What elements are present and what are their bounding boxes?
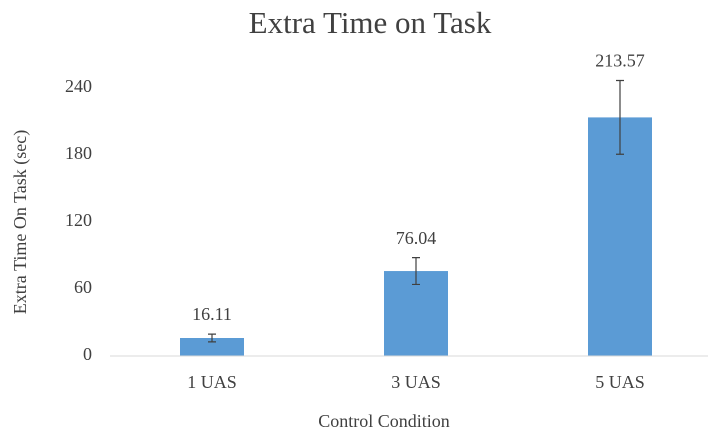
error-bar bbox=[412, 257, 420, 286]
y-tick-label: 120 bbox=[65, 210, 92, 230]
error-bar bbox=[208, 333, 216, 343]
y-tick-label: 180 bbox=[65, 143, 92, 163]
y-tick-label: 0 bbox=[83, 344, 92, 364]
data-label: 76.04 bbox=[396, 228, 437, 248]
chart-title: Extra Time on Task bbox=[249, 5, 492, 40]
bar bbox=[180, 338, 244, 356]
bar bbox=[588, 117, 652, 356]
y-axis-title: Extra Time On Task (sec) bbox=[10, 130, 31, 314]
bar bbox=[384, 271, 448, 356]
error-bar bbox=[616, 79, 624, 155]
data-label: 213.57 bbox=[595, 51, 645, 71]
x-axis-title: Control Condition bbox=[318, 411, 450, 431]
x-tick-label: 3 UAS bbox=[391, 372, 441, 392]
data-label: 16.11 bbox=[192, 304, 232, 324]
x-tick-label: 5 UAS bbox=[595, 372, 645, 392]
x-tick-label: 1 UAS bbox=[187, 372, 237, 392]
y-tick-label: 60 bbox=[74, 277, 92, 297]
y-tick-label: 240 bbox=[65, 76, 92, 96]
